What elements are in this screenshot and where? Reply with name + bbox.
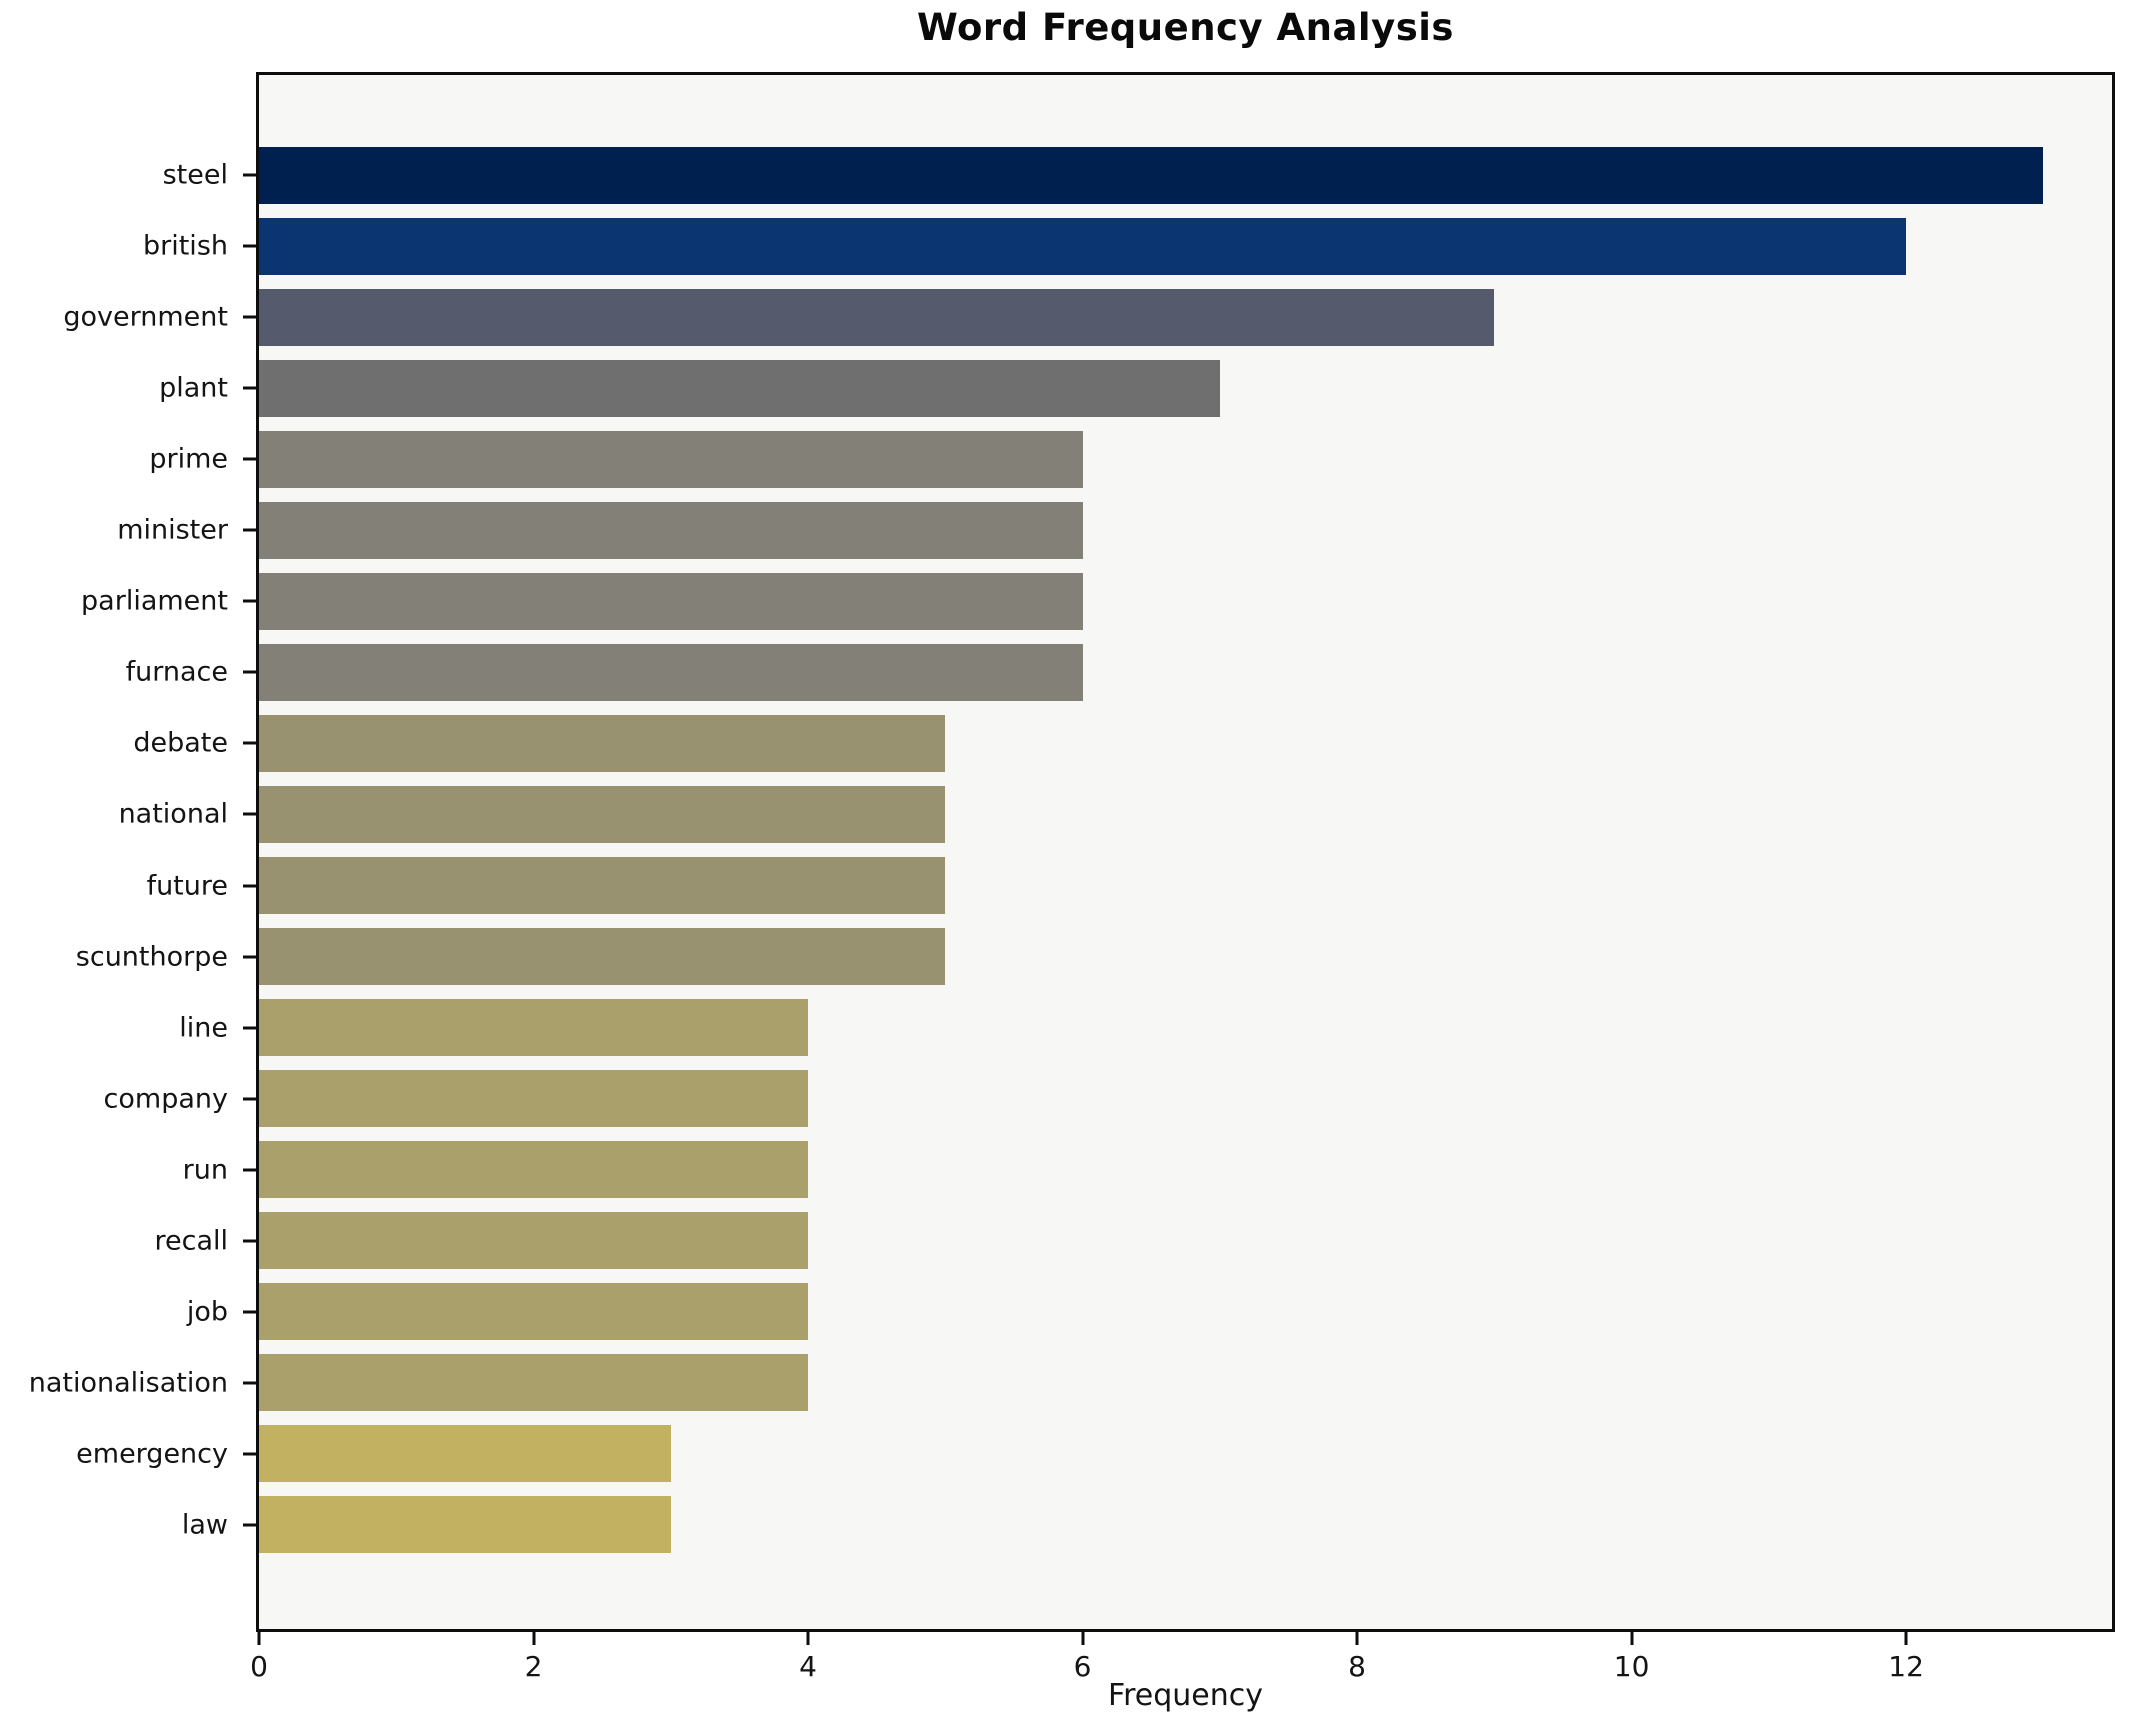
y-tick-label-job: job bbox=[186, 1296, 228, 1328]
x-axis: 0 2 4 6 8 10 12 bbox=[250, 1632, 2112, 1722]
y-tick-label-company: company bbox=[103, 1083, 228, 1115]
y-tick-mark bbox=[243, 812, 256, 816]
bar-recall bbox=[259, 1212, 809, 1270]
x-tick-label-10: 10 bbox=[1613, 1650, 1650, 1683]
y-tick-label-steel: steel bbox=[162, 159, 228, 191]
bar-company bbox=[259, 1070, 809, 1128]
y-tick-label-future: future bbox=[146, 870, 228, 901]
bar-government bbox=[259, 288, 1495, 346]
y-tick-mark bbox=[243, 457, 256, 461]
bar-prime bbox=[259, 430, 1083, 488]
x-tick-mark bbox=[1355, 1632, 1359, 1645]
y-tick-mark bbox=[243, 386, 256, 390]
bar-nationalisation bbox=[259, 1354, 809, 1412]
x-tick-label-0: 0 bbox=[250, 1650, 268, 1683]
bar-debate bbox=[259, 714, 946, 772]
bar-scunthorpe bbox=[259, 928, 946, 986]
y-tick-label-national: national bbox=[118, 798, 228, 830]
y-tick-mark bbox=[243, 1026, 256, 1030]
bar-run bbox=[259, 1141, 809, 1199]
y-tick-mark bbox=[243, 1168, 256, 1172]
y-tick-mark bbox=[243, 173, 256, 177]
bar-law bbox=[259, 1496, 671, 1554]
x-tick-mark bbox=[1904, 1632, 1908, 1645]
x-tick-mark bbox=[806, 1632, 810, 1645]
y-tick-label-line: line bbox=[179, 1012, 228, 1044]
y-tick-mark bbox=[243, 741, 256, 745]
bar-line bbox=[259, 999, 809, 1057]
y-tick-mark bbox=[243, 884, 256, 887]
y-tick-mark bbox=[243, 1097, 256, 1101]
x-tick-label-2: 2 bbox=[524, 1650, 543, 1683]
y-tick-mark bbox=[243, 1452, 256, 1456]
x-tick-mark bbox=[1081, 1632, 1085, 1645]
y-tick-mark bbox=[243, 1239, 256, 1243]
y-tick-label-government: government bbox=[63, 301, 228, 333]
x-tick-mark bbox=[257, 1632, 261, 1645]
bar-emergency bbox=[259, 1425, 671, 1483]
y-tick-label-law: law bbox=[181, 1509, 228, 1541]
y-tick-mark bbox=[243, 528, 256, 532]
y-tick-mark bbox=[243, 244, 256, 248]
y-tick-mark bbox=[243, 1523, 256, 1527]
bar-job bbox=[259, 1283, 809, 1341]
bar-national bbox=[259, 785, 946, 843]
y-tick-label-prime: prime bbox=[149, 443, 228, 475]
plot-area bbox=[256, 72, 2115, 1632]
x-tick-label-6: 6 bbox=[1073, 1650, 1092, 1683]
y-tick-label-nationalisation: nationalisation bbox=[28, 1367, 228, 1399]
y-tick-mark bbox=[243, 670, 256, 674]
y-tick-mark bbox=[243, 599, 256, 603]
y-tick-mark bbox=[243, 955, 256, 959]
y-tick-mark bbox=[243, 1381, 256, 1385]
y-tick-label-recall: recall bbox=[154, 1225, 228, 1257]
bars-layer bbox=[259, 75, 2112, 1629]
y-tick-mark bbox=[243, 1310, 256, 1314]
bar-future bbox=[259, 857, 946, 914]
chart-title: Word Frequency Analysis bbox=[917, 6, 1454, 49]
x-tick-label-12: 12 bbox=[1888, 1650, 1924, 1683]
bar-furnace bbox=[259, 643, 1083, 701]
y-tick-label-debate: debate bbox=[133, 727, 228, 759]
bar-plant bbox=[259, 359, 1220, 417]
y-tick-label-parliament: parliament bbox=[81, 585, 228, 617]
y-tick-mark bbox=[243, 315, 256, 319]
x-tick-label-8: 8 bbox=[1348, 1650, 1366, 1683]
x-tick-mark bbox=[532, 1632, 536, 1645]
x-tick-mark bbox=[1630, 1632, 1634, 1645]
y-tick-label-minister: minister bbox=[117, 514, 228, 546]
bar-parliament bbox=[259, 572, 1083, 630]
y-tick-label-british: british bbox=[142, 230, 228, 262]
x-axis-label: Frequency bbox=[1108, 1678, 1263, 1713]
bar-steel bbox=[259, 146, 2044, 204]
x-tick-label-4: 4 bbox=[799, 1650, 817, 1683]
y-tick-label-scunthorpe: scunthorpe bbox=[75, 941, 228, 973]
y-tick-label-plant: plant bbox=[159, 372, 228, 404]
y-tick-label-furnace: furnace bbox=[125, 656, 228, 688]
y-tick-label-emergency: emergency bbox=[76, 1438, 228, 1470]
bar-minister bbox=[259, 501, 1083, 559]
bar-british bbox=[259, 217, 1907, 275]
y-tick-label-run: run bbox=[182, 1154, 228, 1186]
